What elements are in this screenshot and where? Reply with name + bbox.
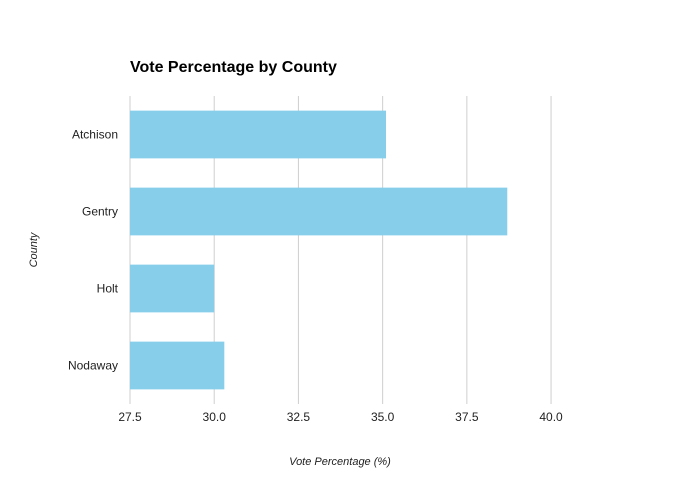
- bar-nodaway: [130, 341, 225, 390]
- x-tick-label: 37.5: [455, 410, 479, 424]
- y-tick-label: Gentry: [82, 205, 118, 219]
- bar-atchison: [130, 110, 386, 159]
- y-tick-label: Holt: [97, 282, 119, 296]
- y-axis-title: County: [28, 231, 40, 267]
- x-tick-label: 30.0: [203, 410, 227, 424]
- x-tick-label: 32.5: [287, 410, 311, 424]
- y-tick-label: Nodaway: [68, 359, 118, 373]
- x-tick-label: 35.0: [371, 410, 395, 424]
- y-tick-layer: Atchison Gentry Holt Nodaway: [68, 128, 119, 373]
- x-tick-label: 40.0: [539, 410, 563, 424]
- bar-holt: [130, 264, 215, 313]
- x-tick-layer: 27.5 30.0 32.5 35.0 37.5 40.0: [118, 410, 563, 424]
- bar-layer: [130, 110, 508, 390]
- x-axis-title: Vote Percentage (%): [289, 456, 391, 468]
- x-tick-label: 27.5: [118, 410, 142, 424]
- chart-title: Vote Percentage by County: [130, 59, 337, 76]
- bar-gentry: [130, 187, 508, 236]
- y-tick-label: Atchison: [72, 128, 118, 142]
